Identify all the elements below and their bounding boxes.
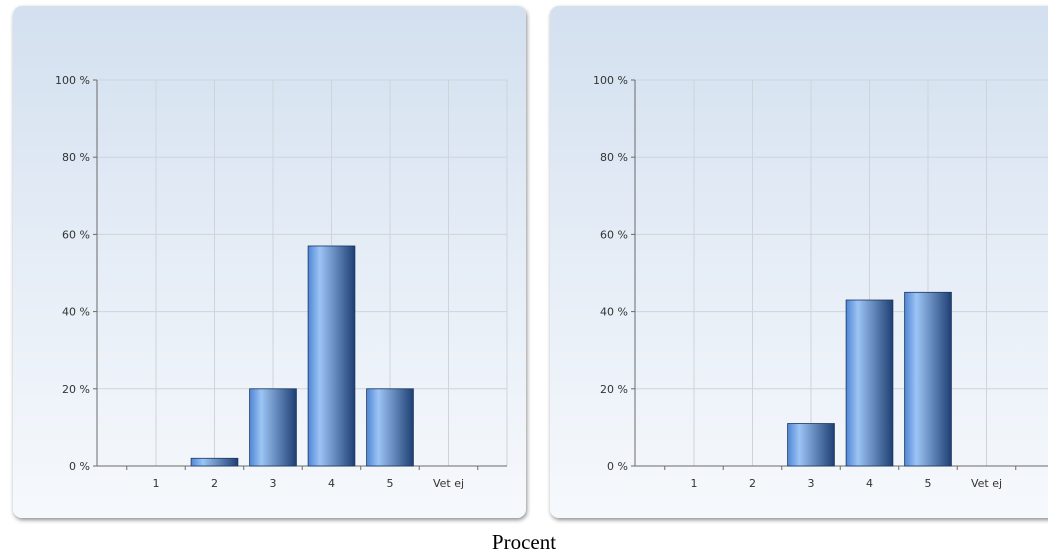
chart-panel-left: 0 % 20 % 40 % 60 % 80 % 100 % 1 2 3 4 5 Vet ej (13, 6, 526, 518)
x-tick-label: 3 (270, 477, 277, 490)
y-tick-label: 20 % (62, 383, 90, 396)
x-tick-label: 2 (211, 477, 218, 490)
y-tick-label: 100 % (593, 74, 628, 87)
x-tick-label: 3 (808, 477, 815, 490)
bar-3 (787, 423, 835, 467)
y-tick-label: 60 % (600, 228, 628, 241)
x-tick-label: 2 (749, 477, 756, 490)
y-tick-label: 20 % (600, 383, 628, 396)
x-tick-label: Vet ej (971, 477, 1002, 490)
x-tick-label: 5 (925, 477, 932, 490)
bar-5 (366, 388, 414, 467)
y-tick-label: 0 % (607, 460, 628, 473)
bar-3 (249, 388, 297, 467)
x-tick-label: 1 (691, 477, 698, 490)
y-tick-label: 0 % (69, 460, 90, 473)
bar-chart-left: 0 % 20 % 40 % 60 % 80 % 100 % 1 2 3 4 5 Vet ej (55, 74, 508, 490)
y-tick-label: 80 % (600, 151, 628, 164)
x-tick-label: 1 (153, 477, 160, 490)
bar-4 (845, 299, 894, 467)
bar-chart-right: 0 % 20 % 40 % 60 % 80 % 100 % 1 2 3 4 5 Vet ej (593, 74, 1048, 490)
bar-2 (190, 457, 239, 467)
x-tick-label: Vet ej (433, 477, 464, 490)
x-tick-label: 4 (328, 477, 335, 490)
chart-caption: Procent (491, 530, 557, 554)
y-tick-label: 80 % (62, 151, 90, 164)
y-tick-label: 60 % (62, 228, 90, 241)
chart-panel-right: 0 % 20 % 40 % 60 % 80 % 100 % 1 2 3 4 5 Vet ej (550, 6, 1048, 518)
bar-5 (904, 291, 952, 467)
y-tick-label: 40 % (62, 306, 90, 319)
bar-4 (307, 245, 356, 467)
y-tick-label: 100 % (55, 74, 90, 87)
x-tick-label: 5 (387, 477, 394, 490)
x-tick-label: 4 (866, 477, 873, 490)
y-tick-label: 40 % (600, 306, 628, 319)
